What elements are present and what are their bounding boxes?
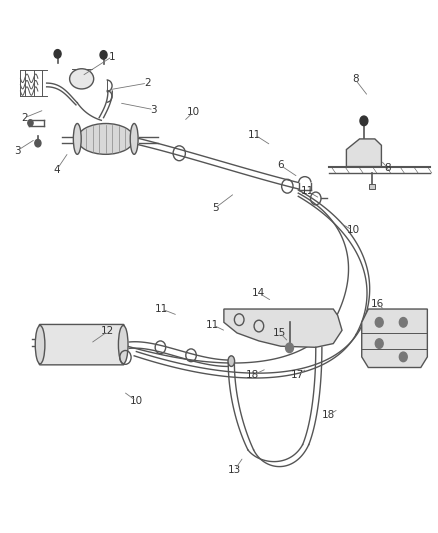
Circle shape [399, 352, 406, 362]
Text: 14: 14 [252, 288, 265, 298]
Ellipse shape [35, 326, 45, 364]
Text: 3: 3 [14, 146, 21, 156]
Text: 8: 8 [384, 163, 390, 173]
Circle shape [374, 339, 382, 349]
Ellipse shape [77, 124, 134, 155]
Text: 4: 4 [53, 165, 60, 175]
Circle shape [35, 140, 41, 147]
Text: 2: 2 [144, 78, 150, 88]
Text: 12: 12 [101, 326, 114, 336]
Circle shape [28, 120, 33, 126]
Text: 16: 16 [370, 298, 383, 309]
Text: 13: 13 [228, 465, 241, 474]
Text: 18: 18 [245, 370, 258, 381]
Circle shape [285, 343, 293, 353]
Circle shape [359, 116, 367, 126]
Polygon shape [223, 309, 341, 348]
Text: 3: 3 [150, 104, 157, 115]
Ellipse shape [130, 124, 138, 155]
Text: 10: 10 [346, 225, 359, 236]
Circle shape [374, 318, 382, 327]
Text: 2: 2 [21, 112, 28, 123]
Circle shape [54, 50, 61, 58]
Polygon shape [346, 139, 381, 166]
Text: 15: 15 [272, 328, 286, 338]
Ellipse shape [70, 69, 93, 89]
Text: 8: 8 [351, 75, 358, 84]
Text: 11: 11 [206, 320, 219, 330]
Polygon shape [361, 309, 426, 368]
Circle shape [100, 51, 107, 59]
Ellipse shape [118, 326, 128, 364]
Text: 17: 17 [290, 370, 304, 381]
Bar [368, 184, 374, 189]
Text: 1: 1 [109, 52, 115, 61]
Circle shape [399, 318, 406, 327]
Text: 18: 18 [321, 410, 334, 421]
Text: 6: 6 [277, 160, 283, 171]
Text: 5: 5 [211, 203, 218, 213]
Text: 11: 11 [300, 186, 313, 196]
Text: 11: 11 [247, 130, 261, 140]
Ellipse shape [227, 356, 234, 367]
FancyBboxPatch shape [39, 325, 124, 365]
Ellipse shape [73, 124, 81, 155]
Text: 10: 10 [130, 396, 143, 406]
Text: 10: 10 [186, 107, 199, 117]
Text: 11: 11 [155, 304, 168, 314]
